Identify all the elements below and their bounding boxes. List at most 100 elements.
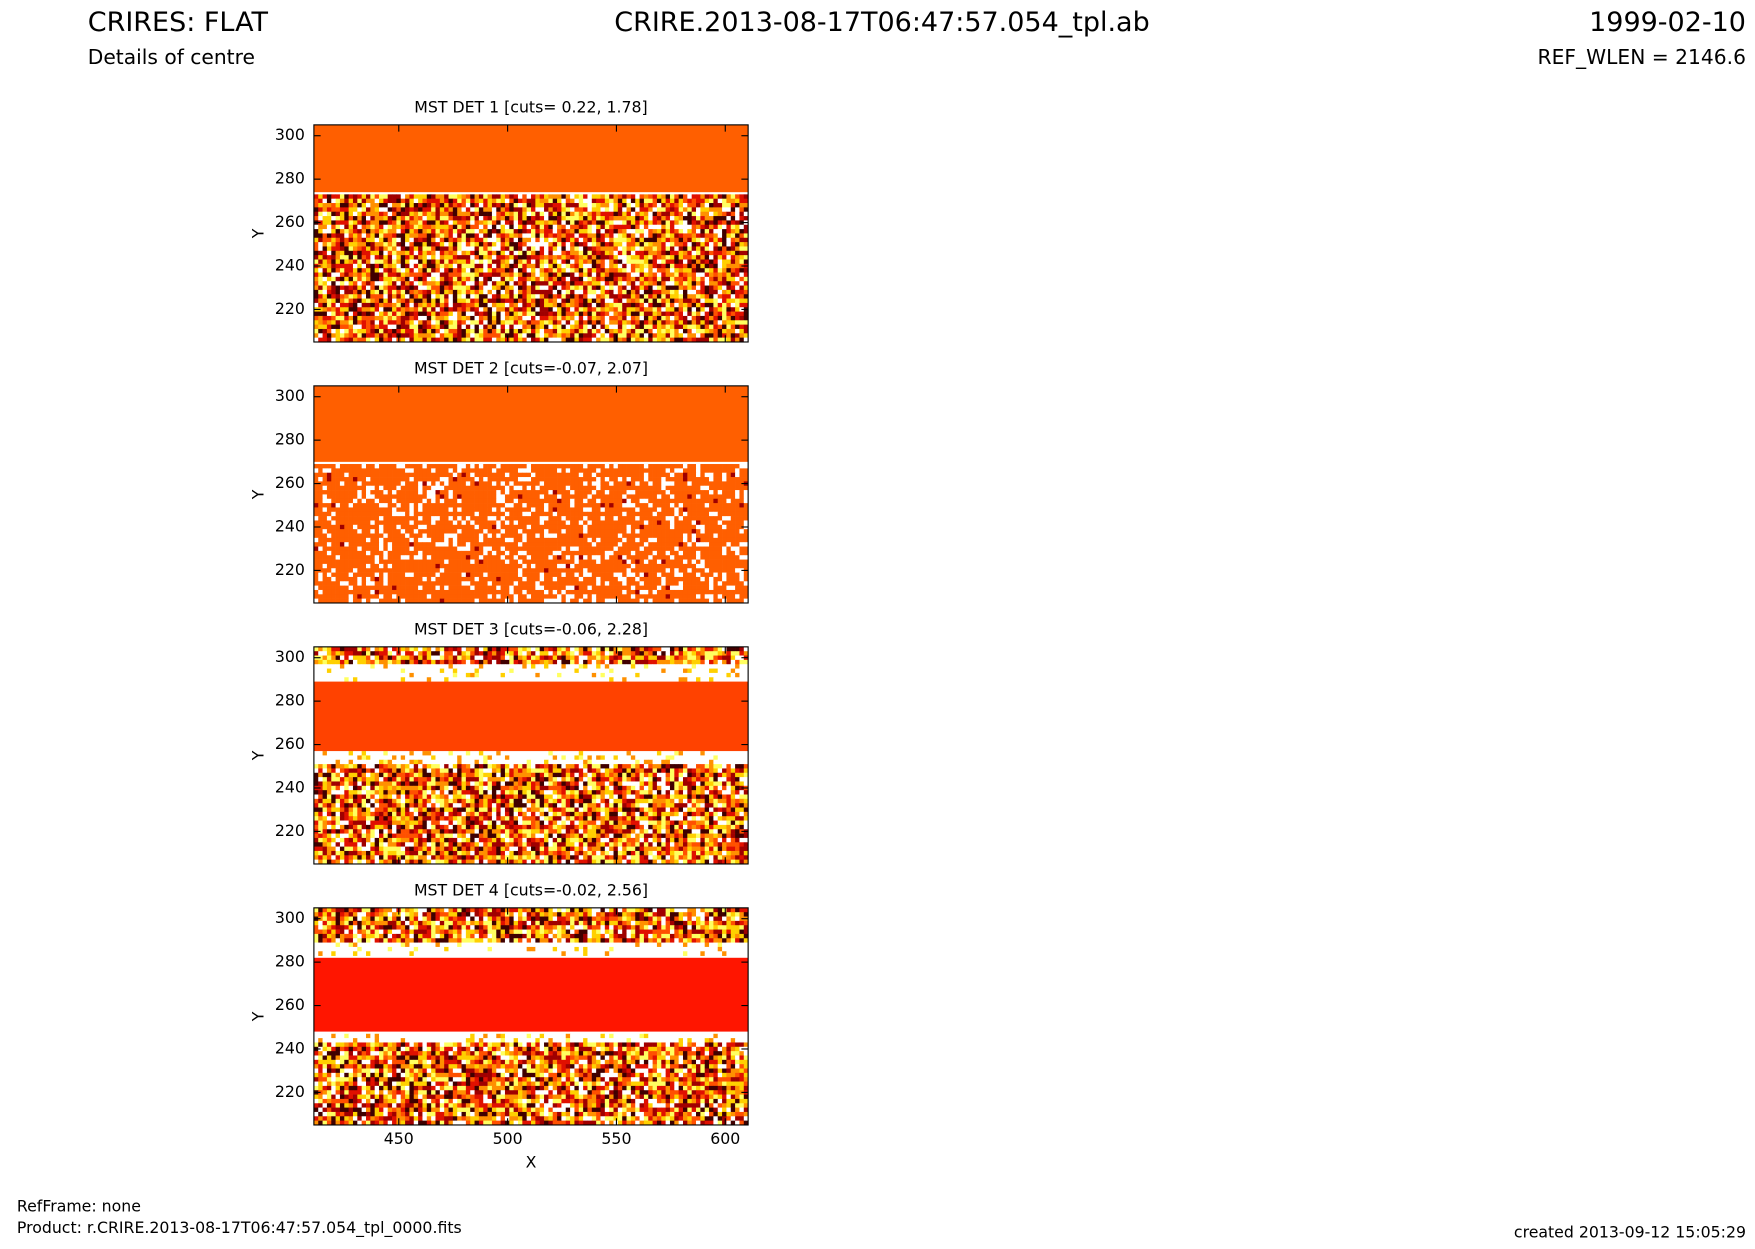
noise-pixel — [614, 494, 619, 499]
noise-pixel — [444, 499, 449, 504]
noise-pixel — [553, 281, 558, 286]
noise-pixel — [735, 507, 740, 512]
noise-pixel — [405, 294, 410, 299]
noise-pixel — [614, 251, 619, 256]
noise-pixel — [718, 303, 723, 308]
noise-pixel — [414, 464, 419, 469]
noise-pixel — [713, 273, 718, 278]
noise-pixel — [622, 225, 627, 230]
noise-pixel — [353, 220, 358, 225]
noise-pixel — [431, 473, 436, 478]
noise-pixel — [414, 294, 419, 299]
noise-pixel — [713, 499, 718, 504]
noise-pixel — [553, 512, 558, 517]
noise-pixel — [609, 499, 614, 504]
noise-pixel — [705, 194, 710, 199]
noise-pixel — [605, 325, 610, 330]
noise-pixel — [475, 233, 480, 238]
noise-pixel — [722, 273, 727, 278]
noise-pixel — [561, 229, 566, 234]
noise-pixel — [579, 477, 584, 482]
noise-pixel — [592, 464, 597, 469]
noise-pixel — [666, 233, 671, 238]
noise-pixel — [475, 203, 480, 208]
noise-pixel — [479, 242, 484, 247]
noise-pixel — [353, 225, 358, 230]
noise-pixel — [644, 281, 649, 286]
noise-pixel — [457, 494, 462, 499]
noise-pixel — [653, 216, 658, 221]
noise-pixel — [488, 220, 493, 225]
noise-pixel — [618, 255, 623, 260]
noise-pixel — [726, 233, 731, 238]
noise-pixel — [731, 233, 736, 238]
noise-pixel — [553, 520, 558, 525]
noise-pixel — [570, 468, 575, 473]
noise-pixel — [527, 277, 532, 282]
noise-pixel — [362, 246, 367, 251]
noise-pixel — [587, 494, 592, 499]
noise-pixel — [666, 277, 671, 282]
noise-pixel — [488, 277, 493, 282]
noise-pixel — [331, 273, 336, 278]
noise-pixel — [340, 212, 345, 217]
noise-pixel — [640, 333, 645, 338]
noise-pixel — [739, 468, 744, 473]
noise-pixel — [505, 503, 510, 508]
noise-pixel — [401, 320, 406, 325]
noise-pixel — [592, 290, 597, 295]
noise-pixel — [531, 329, 536, 334]
noise-pixel — [739, 277, 744, 282]
noise-pixel — [379, 473, 384, 478]
noise-pixel — [557, 333, 562, 338]
noise-pixel — [687, 307, 692, 312]
noise-pixel — [405, 520, 410, 525]
noise-pixel — [726, 481, 731, 486]
noise-pixel — [409, 242, 414, 247]
noise-pixel — [479, 494, 484, 499]
noise-pixel — [670, 499, 675, 504]
noise-pixel — [596, 225, 601, 230]
noise-pixel — [470, 277, 475, 282]
noise-pixel — [635, 294, 640, 299]
noise-pixel — [457, 225, 462, 230]
noise-pixel — [522, 294, 527, 299]
noise-pixel — [531, 251, 536, 256]
noise-pixel — [535, 286, 540, 291]
noise-pixel — [509, 329, 514, 334]
noise-pixel — [696, 312, 701, 317]
noise-pixel — [475, 307, 480, 312]
noise-pixel — [726, 486, 731, 491]
noise-pixel — [696, 320, 701, 325]
noise-pixel — [653, 499, 658, 504]
noise-pixel — [661, 490, 666, 495]
noise-pixel — [614, 512, 619, 517]
noise-pixel — [431, 216, 436, 221]
noise-pixel — [405, 216, 410, 221]
noise-pixel — [627, 312, 632, 317]
noise-pixel — [327, 286, 332, 291]
noise-pixel — [718, 203, 723, 208]
noise-pixel — [666, 464, 671, 469]
noise-pixel — [362, 255, 367, 260]
noise-pixel — [379, 216, 384, 221]
noise-pixel — [514, 199, 519, 204]
noise-pixel — [592, 312, 597, 317]
noise-pixel — [344, 229, 349, 234]
noise-pixel — [323, 307, 328, 312]
noise-pixel — [666, 507, 671, 512]
noise-pixel — [605, 516, 610, 521]
noise-pixel — [700, 212, 705, 217]
noise-pixel — [405, 529, 410, 534]
noise-pixel — [522, 494, 527, 499]
noise-pixel — [631, 203, 636, 208]
noise-pixel — [622, 281, 627, 286]
noise-pixel — [353, 212, 358, 217]
noise-pixel — [370, 251, 375, 256]
noise-pixel — [505, 194, 510, 199]
noise-pixel — [522, 333, 527, 338]
noise-pixel — [631, 325, 636, 330]
noise-pixel — [739, 281, 744, 286]
noise-pixel — [349, 312, 354, 317]
noise-pixel — [661, 246, 666, 251]
